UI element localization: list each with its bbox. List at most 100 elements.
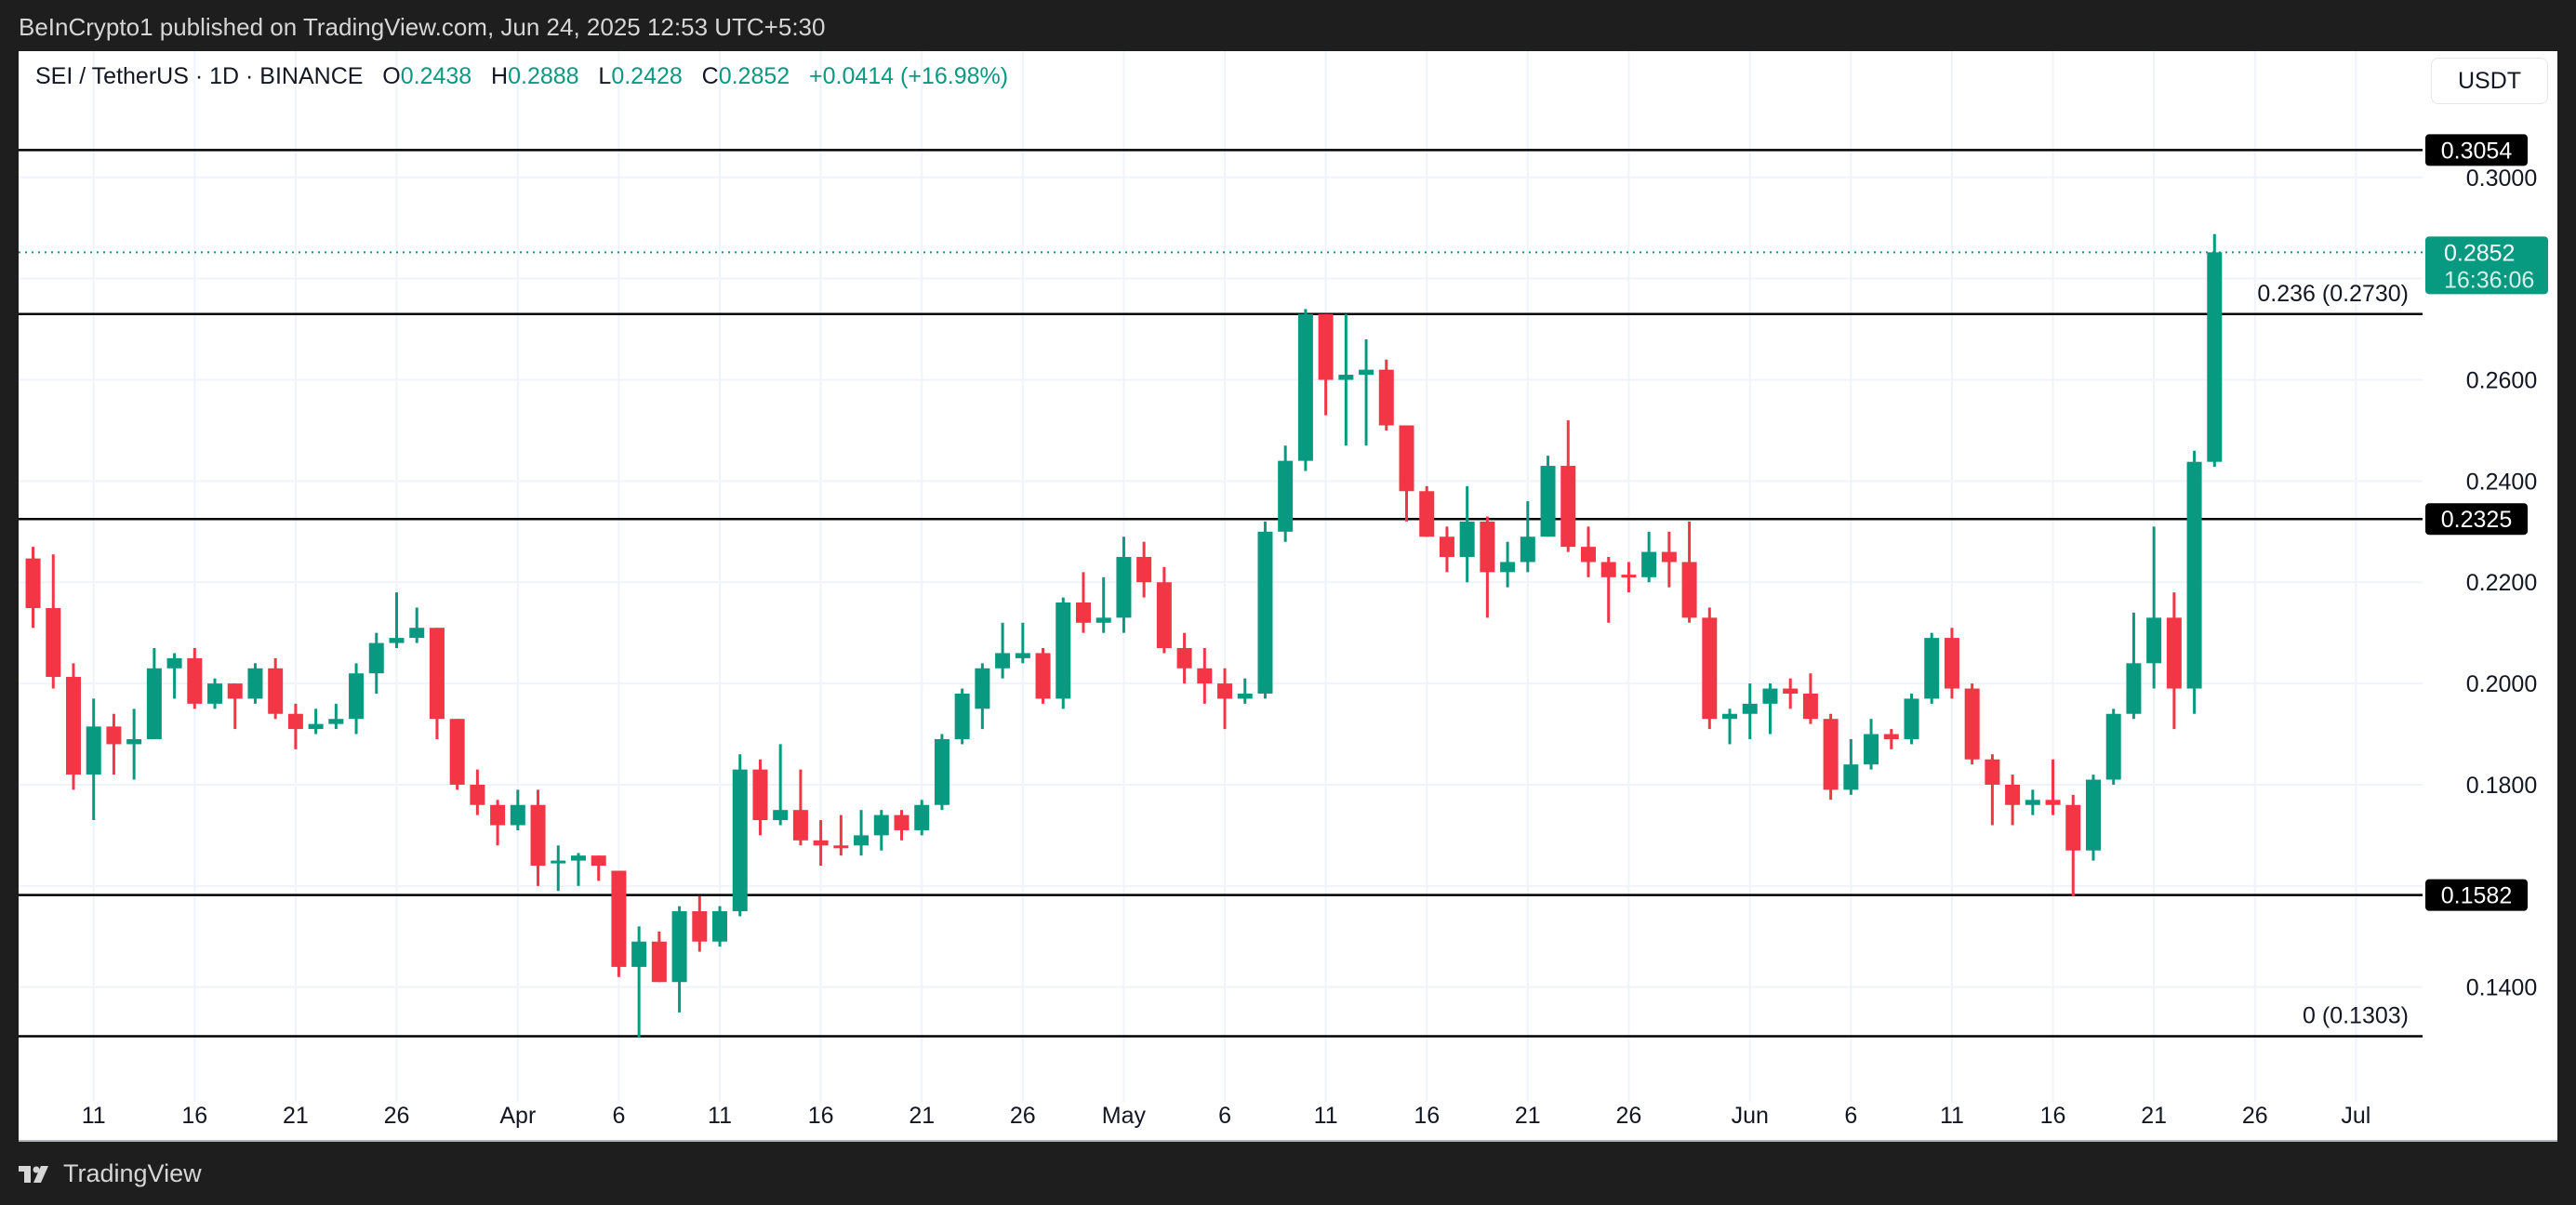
- level-label: 0.236 (0.2730): [2257, 281, 2409, 307]
- candle-body: [1681, 562, 1697, 618]
- candle-body: [1641, 551, 1657, 577]
- candle-body: [2065, 804, 2081, 851]
- candle-body: [833, 845, 849, 849]
- candle-body: [1176, 647, 1192, 669]
- candle-body: [2146, 617, 2162, 664]
- time-axis-tick: 11: [1314, 1103, 1338, 1129]
- symbol-legend: SEI / TetherUS · 1D · BINANCE O0.2438 H0…: [35, 63, 1008, 90]
- time-axis-tick: 21: [909, 1103, 935, 1129]
- candle-body: [1297, 313, 1313, 461]
- candle-body: [854, 835, 870, 846]
- candle-body: [1116, 557, 1132, 618]
- candle-body: [1985, 759, 2000, 785]
- level-price-label-bg: [2425, 134, 2528, 166]
- top-bar: BeInCrypto1 published on TradingView.com…: [0, 0, 2576, 51]
- candle-body: [1762, 688, 1778, 704]
- time-axis-tick: 26: [1616, 1103, 1642, 1129]
- candle-body: [1924, 638, 1940, 699]
- candle-body: [732, 769, 748, 912]
- close-label: C: [701, 63, 719, 89]
- candle-body: [1520, 536, 1535, 563]
- candle-body: [2166, 617, 2182, 689]
- candle-body: [187, 657, 203, 704]
- candle-body: [470, 784, 485, 805]
- symbol-name: SEI / TetherUS · 1D · BINANCE: [35, 63, 364, 89]
- candle-body: [1359, 369, 1374, 376]
- level-price-label: 0.1582: [2441, 883, 2512, 909]
- candle-body: [328, 719, 344, 724]
- candle-body: [1864, 734, 1879, 765]
- candle-body: [873, 814, 889, 836]
- candle-body: [1378, 369, 1394, 426]
- time-axis-tick: 16: [808, 1103, 834, 1129]
- time-axis-tick: 21: [2141, 1103, 2167, 1129]
- low-value: 0.2428: [611, 63, 683, 89]
- time-axis-tick: Jul: [2341, 1103, 2370, 1129]
- candle-body: [651, 941, 667, 983]
- candle-body: [349, 673, 365, 720]
- candle-body: [2045, 800, 2061, 805]
- level-price-label: 0.3054: [2441, 138, 2513, 164]
- candle-body: [1338, 375, 1354, 380]
- price-axis-tick: 0.2400: [2466, 469, 2537, 495]
- candle-body: [429, 628, 445, 720]
- level-price-label-bg: [2425, 503, 2528, 536]
- candle-body: [2085, 779, 2101, 851]
- candle-body: [975, 668, 990, 709]
- candle-body: [1883, 734, 1899, 739]
- time-axis-tick: 11: [82, 1103, 106, 1129]
- candle-body: [287, 713, 303, 730]
- candle-body: [1136, 557, 1152, 583]
- open-value: 0.2438: [400, 63, 472, 89]
- candle-body: [2207, 252, 2223, 462]
- time-axis-tick: 16: [1414, 1103, 1440, 1129]
- candle-body: [247, 668, 263, 699]
- candle-body: [86, 726, 101, 775]
- candle-body: [1075, 602, 1091, 623]
- time-axis-tick: 21: [283, 1103, 309, 1129]
- candle-body: [1257, 531, 1273, 694]
- candle-body: [1904, 698, 1919, 739]
- time-axis-tick: 6: [612, 1103, 625, 1129]
- currency-button[interactable]: USDT: [2431, 58, 2548, 104]
- candle-body: [752, 769, 768, 821]
- candle-body: [368, 642, 384, 674]
- candle-body: [490, 804, 506, 826]
- candle-body: [1661, 551, 1677, 563]
- tradingview-logo[interactable]: TradingView: [19, 1159, 202, 1188]
- price-axis-tick: 0.2000: [2466, 671, 2537, 697]
- time-axis-tick: Apr: [499, 1103, 536, 1129]
- candle-body: [389, 638, 405, 643]
- candle-body: [1459, 521, 1475, 558]
- candle-body: [65, 677, 81, 775]
- time-axis-tick: 6: [1844, 1103, 1857, 1129]
- close-value: 0.2852: [718, 63, 790, 89]
- published-caption: BeInCrypto1 published on TradingView.com…: [19, 13, 826, 41]
- candle-body: [1722, 713, 1738, 720]
- candle-body: [268, 668, 284, 714]
- candle-body: [449, 719, 465, 785]
- candle-body: [1217, 683, 1233, 699]
- candle-body: [1802, 693, 1818, 720]
- bar-countdown: 16:36:06: [2444, 267, 2534, 293]
- candle-body: [25, 558, 41, 608]
- candle-body: [1439, 536, 1454, 558]
- candlestick-chart[interactable]: 0.236 (0.2730) 0 (0.1303) 0.3000 0.2600 0.24…: [19, 51, 2557, 1142]
- level-price-label-bg: [2425, 879, 2528, 911]
- candle-body: [1580, 547, 1596, 563]
- candle-body: [914, 804, 930, 830]
- candle-body: [1500, 562, 1516, 573]
- change-value: +0.0414 (+16.98%): [809, 63, 1009, 89]
- time-axis-tick: 21: [1515, 1103, 1541, 1129]
- candle-body: [106, 726, 122, 745]
- low-label: L: [598, 63, 612, 89]
- chart-panel[interactable]: 0.236 (0.2730) 0 (0.1303) 0.3000 0.2600 0.24…: [19, 51, 2557, 1142]
- candle-body: [1560, 466, 1576, 548]
- candle-body: [773, 810, 789, 821]
- candle-body: [146, 668, 162, 739]
- candle-body: [1600, 562, 1616, 577]
- candle-body: [1783, 688, 1799, 694]
- candle-body: [2126, 663, 2142, 714]
- candle-body: [1095, 617, 1111, 623]
- candle-body: [510, 804, 525, 826]
